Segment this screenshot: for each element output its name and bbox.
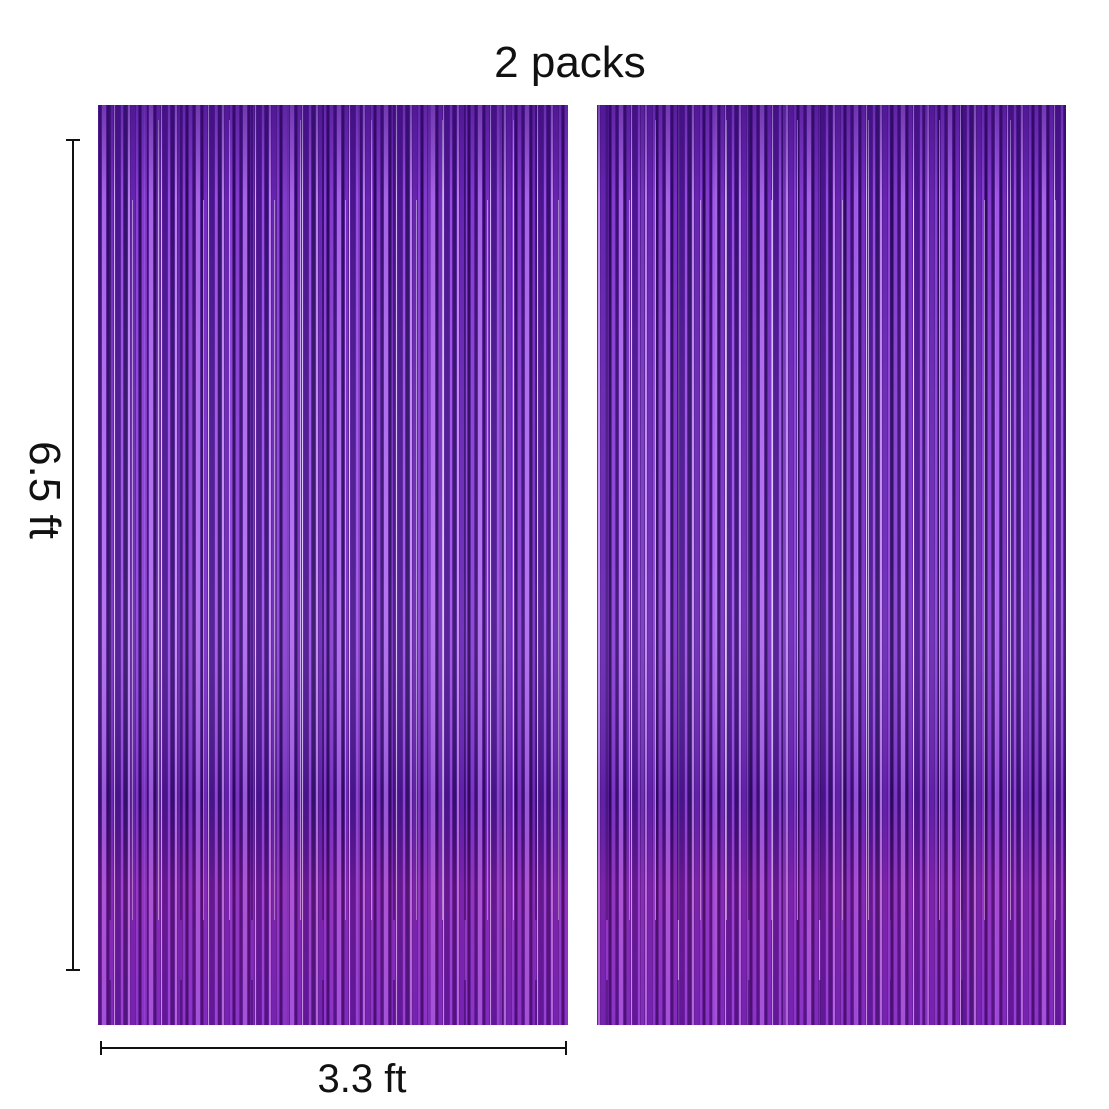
curtain-left <box>98 105 568 1025</box>
width-dimension <box>100 1041 567 1055</box>
title: 2 packs <box>494 38 646 87</box>
curtain-right <box>597 105 1066 1025</box>
height-dimension <box>66 139 80 971</box>
height-label: 6.5 ft <box>20 441 69 539</box>
width-label: 3.3 ft <box>318 1057 407 1101</box>
